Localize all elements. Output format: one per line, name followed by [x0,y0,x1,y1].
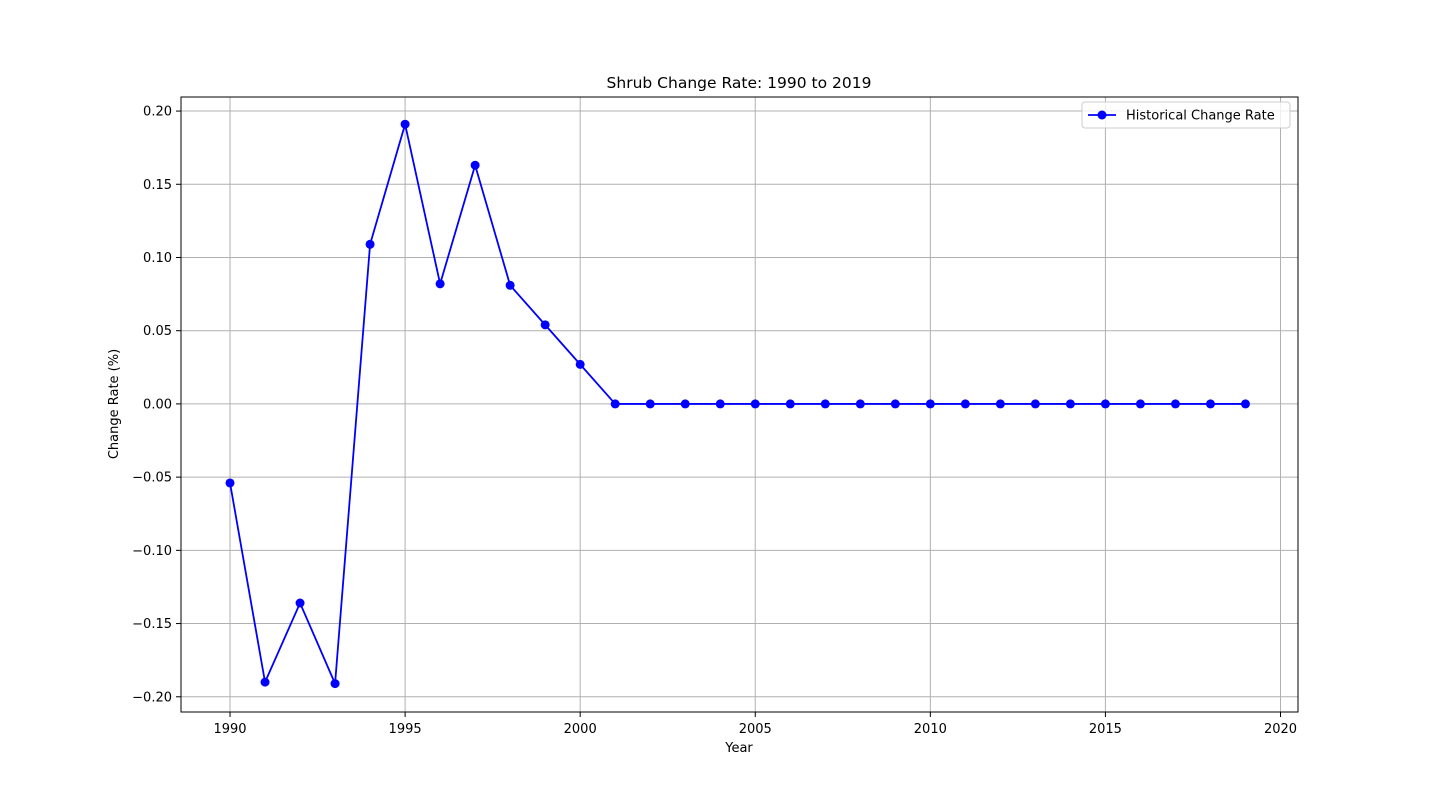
y-axis: −0.20 −0.15 −0.10 −0.05 0.00 0.05 0.10 0.15 0.20 [132,105,181,705]
data-point [260,677,270,687]
data-point [295,598,305,608]
x-tick-label: 2010 [914,722,947,737]
data-point [540,320,550,330]
data-point [645,399,655,409]
data-point [960,399,970,409]
data-point [750,399,760,409]
data-point [680,399,690,409]
x-axis-label: Year [724,741,753,756]
data-point [1100,399,1110,409]
data-point [575,359,585,369]
data-point [1205,399,1215,409]
data-point [1065,399,1075,409]
y-tick-label: −0.20 [132,690,172,705]
legend-entry-historical-change-rate: Historical Change Rate [1126,109,1275,124]
data-point [855,399,865,409]
x-tick-label: 2005 [739,722,772,737]
x-tick-label: 2000 [564,722,597,737]
y-tick-label: 0.00 [143,397,172,412]
y-tick-label: 0.10 [143,251,172,266]
data-point [505,280,515,290]
legend-marker-sample [1097,110,1107,120]
y-tick-label: −0.10 [132,544,172,559]
data-point [715,399,725,409]
x-tick-label: 1990 [213,722,246,737]
data-point [400,119,410,129]
series-line [229,123,1246,685]
grid-lines [181,97,1298,712]
data-point [470,160,480,170]
data-point [435,279,445,289]
data-point [365,239,375,249]
data-point [995,399,1005,409]
data-point [225,478,235,488]
data-point [330,679,340,689]
data-point [1135,399,1145,409]
data-point [785,399,795,409]
x-tick-label: 1995 [389,722,422,737]
y-tick-label: 0.20 [143,105,172,120]
data-point [1030,399,1040,409]
x-tick-label: 2020 [1264,722,1297,737]
chart-title: Shrub Change Rate: 1990 to 2019 [607,74,872,92]
x-tick-label: 2015 [1089,722,1122,737]
data-point [890,399,900,409]
data-point [925,399,935,409]
data-point [1240,399,1250,409]
data-point [1170,399,1180,409]
y-tick-label: −0.15 [132,617,172,632]
plot-frame [180,96,1299,713]
y-tick-label: −0.05 [132,471,172,486]
data-point [820,399,830,409]
y-tick-label: 0.05 [143,324,172,339]
data-point [610,399,620,409]
legend-box [1081,101,1291,129]
y-axis-label: Change Rate (%) [107,349,122,459]
y-tick-label: 0.15 [143,178,172,193]
x-axis: 1990 1995 2000 2005 2010 2015 2020 [213,712,1297,737]
legend: Historical Change Rate [1081,101,1291,129]
series-line-group [225,119,1250,689]
